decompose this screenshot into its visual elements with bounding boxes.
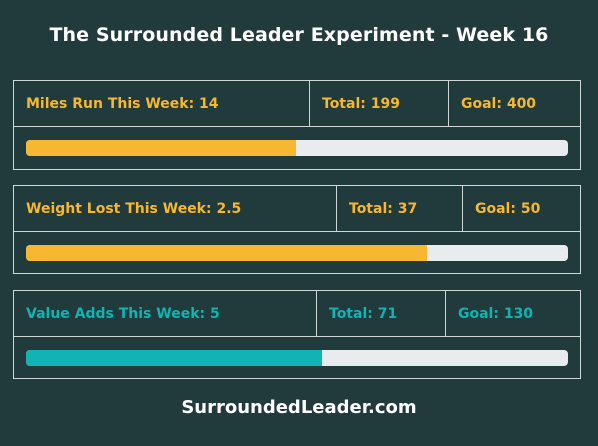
weight-lost-progress-track xyxy=(26,245,568,261)
weight-lost-week-label: Weight Lost This Week: 2.5 xyxy=(26,200,242,217)
miles-run-week-label: Miles Run This Week: 14 xyxy=(26,95,219,112)
weight-lost-progress-area xyxy=(14,232,580,274)
value-adds-week-label: Value Adds This Week: 5 xyxy=(26,305,220,322)
value-adds-stats-row: Value Adds This Week: 5 Total: 71 Goal: … xyxy=(14,291,580,337)
weight-lost-total-label: Total: 37 xyxy=(336,186,462,231)
miles-run-panel: Miles Run This Week: 14 Total: 199 Goal:… xyxy=(13,80,581,170)
value-adds-progress-track xyxy=(26,350,568,366)
value-adds-total-label: Total: 71 xyxy=(316,291,445,336)
value-adds-goal-label: Goal: 130 xyxy=(445,291,580,336)
weight-lost-stats-row: Weight Lost This Week: 2.5 Total: 37 Goa… xyxy=(14,186,580,232)
miles-run-progress-area xyxy=(14,127,580,169)
miles-run-goal-label: Goal: 400 xyxy=(448,81,580,126)
site-footer: SurroundedLeader.com xyxy=(181,397,417,418)
value-adds-panel: Value Adds This Week: 5 Total: 71 Goal: … xyxy=(13,290,581,379)
value-adds-progress-fill xyxy=(26,350,322,366)
miles-run-progress-fill xyxy=(26,140,296,156)
weight-lost-panel: Weight Lost This Week: 2.5 Total: 37 Goa… xyxy=(13,185,581,274)
weight-lost-progress-fill xyxy=(26,245,428,261)
weight-lost-goal-label: Goal: 50 xyxy=(462,186,580,231)
miles-run-total-label: Total: 199 xyxy=(309,81,448,126)
page-title: The Surrounded Leader Experiment - Week … xyxy=(49,24,549,46)
miles-run-stats-row: Miles Run This Week: 14 Total: 199 Goal:… xyxy=(14,81,580,127)
value-adds-progress-area xyxy=(14,337,580,379)
miles-run-progress-track xyxy=(26,140,568,156)
